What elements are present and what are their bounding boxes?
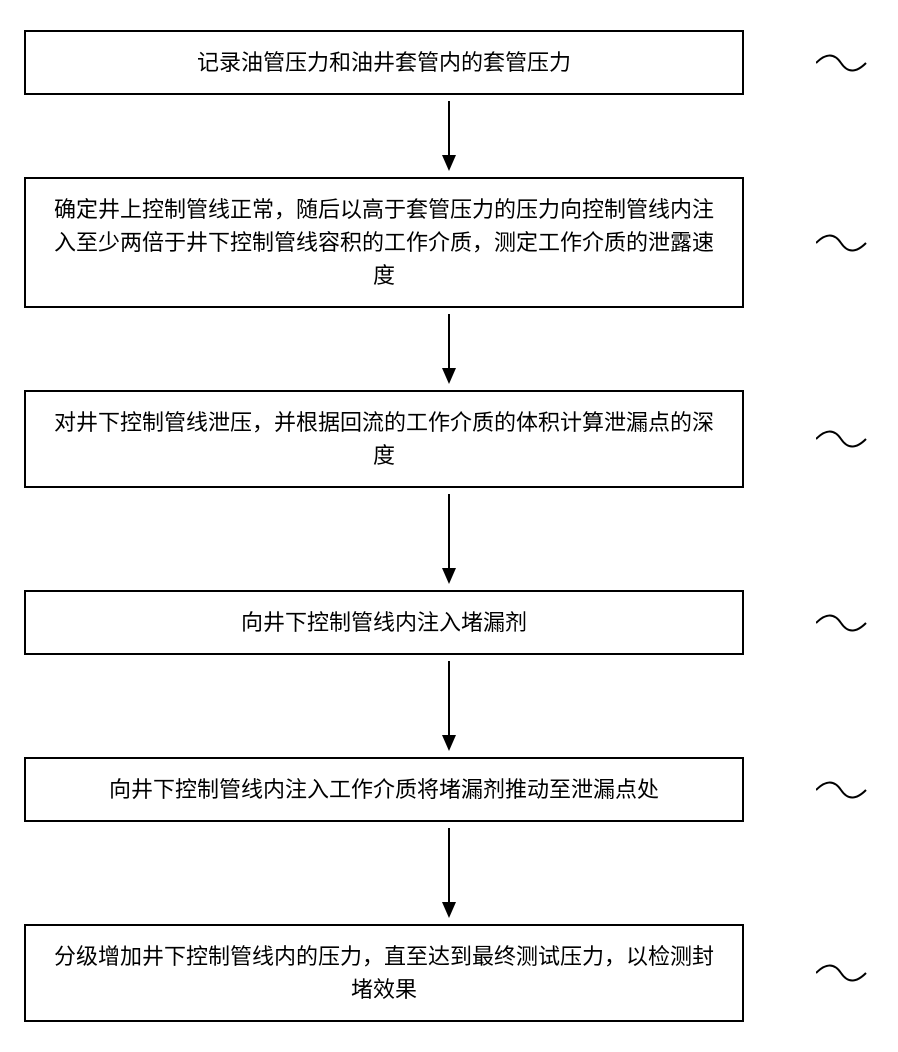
step-text: 向井下控制管线内注入堵漏剂 (241, 610, 527, 635)
label-connector (816, 424, 876, 454)
step-box-s60: 分级增加井下控制管线内的压力，直至达到最终测试压力，以检测封堵效果 (24, 924, 744, 1022)
step-row: 向井下控制管线内注入工作介质将堵漏剂推动至泄漏点处 S50 (24, 757, 874, 822)
arrow-connector (24, 308, 874, 390)
step-row: 分级增加井下控制管线内的压力，直至达到最终测试压力，以检测封堵效果 S60 (24, 924, 874, 1022)
arrow-connector (24, 822, 874, 924)
label-connector (816, 608, 876, 638)
step-row: 对井下控制管线泄压，并根据回流的工作介质的体积计算泄漏点的深度 S30 (24, 390, 874, 488)
step-text: 确定井上控制管线正常，随后以高于套管压力的压力向控制管线内注入至少两倍于井下控制… (54, 197, 714, 288)
step-text: 分级增加井下控制管线内的压力，直至达到最终测试压力，以检测封堵效果 (54, 944, 714, 1002)
step-box-s10: 记录油管压力和油井套管内的套管压力 (24, 30, 744, 95)
step-box-s50: 向井下控制管线内注入工作介质将堵漏剂推动至泄漏点处 (24, 757, 744, 822)
step-text: 向井下控制管线内注入工作介质将堵漏剂推动至泄漏点处 (109, 777, 659, 802)
label-connector (816, 958, 876, 988)
step-box-s30: 对井下控制管线泄压，并根据回流的工作介质的体积计算泄漏点的深度 (24, 390, 744, 488)
label-connector (816, 228, 876, 258)
step-box-s20: 确定井上控制管线正常，随后以高于套管压力的压力向控制管线内注入至少两倍于井下控制… (24, 177, 744, 308)
step-row: 确定井上控制管线正常，随后以高于套管压力的压力向控制管线内注入至少两倍于井下控制… (24, 177, 874, 308)
step-text: 对井下控制管线泄压，并根据回流的工作介质的体积计算泄漏点的深度 (54, 410, 714, 468)
flowchart-container: 记录油管压力和油井套管内的套管压力 S10 确定井上控制管线正常，随后以高于套管… (24, 30, 874, 1022)
label-connector (816, 775, 876, 805)
arrow-connector (24, 655, 874, 757)
step-box-s40: 向井下控制管线内注入堵漏剂 (24, 590, 744, 655)
label-connector (816, 48, 876, 78)
step-row: 向井下控制管线内注入堵漏剂 S40 (24, 590, 874, 655)
arrow-connector (24, 95, 874, 177)
step-row: 记录油管压力和油井套管内的套管压力 S10 (24, 30, 874, 95)
step-text: 记录油管压力和油井套管内的套管压力 (197, 50, 571, 75)
arrow-connector (24, 488, 874, 590)
